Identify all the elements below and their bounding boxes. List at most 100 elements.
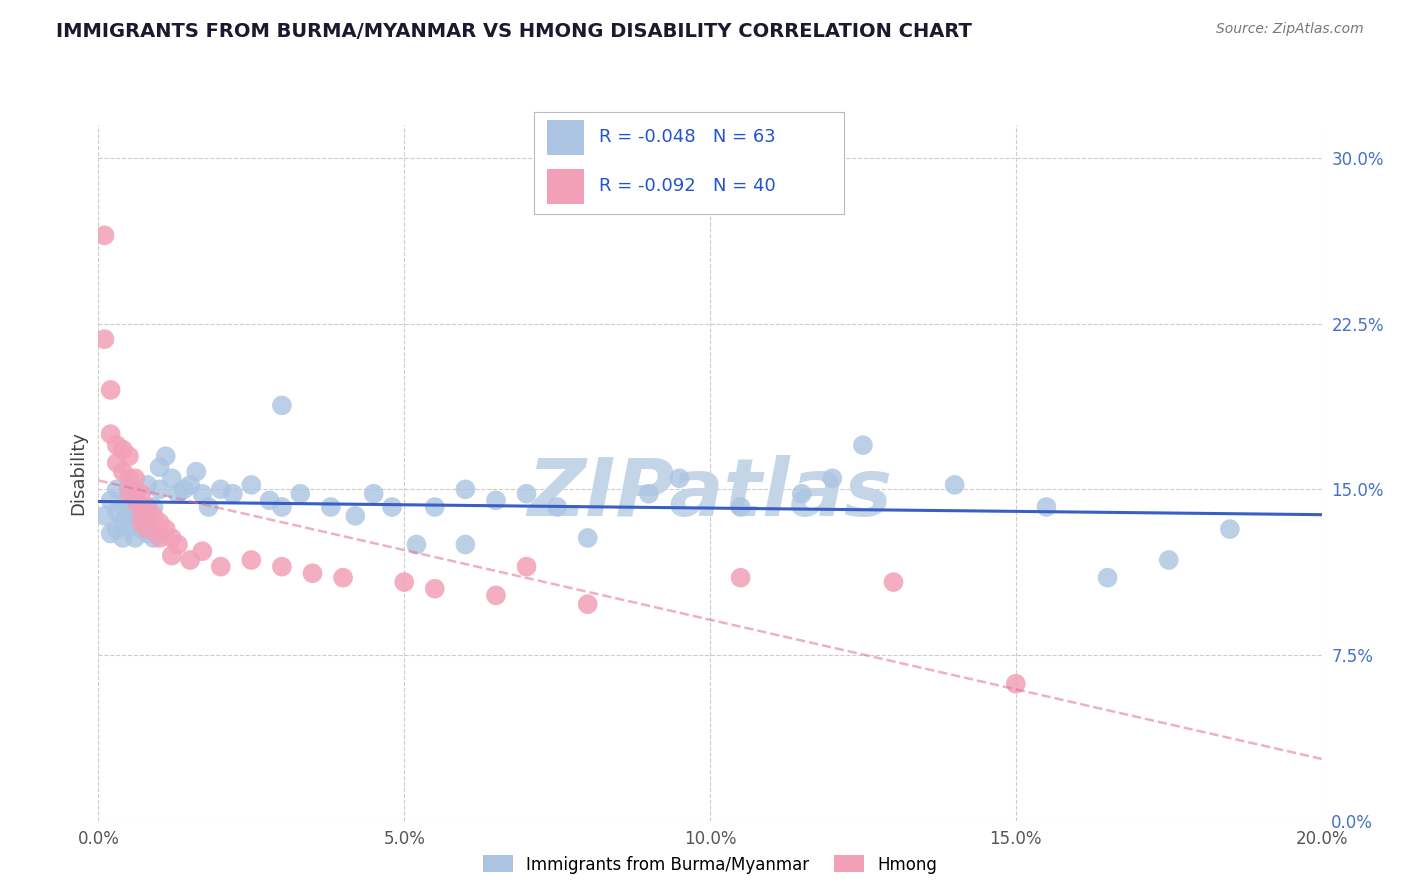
Point <box>270 500 292 514</box>
Point <box>118 449 141 463</box>
Point <box>100 493 122 508</box>
Point <box>149 516 172 530</box>
Point <box>155 449 177 463</box>
Point <box>392 575 416 590</box>
Point <box>576 597 599 611</box>
Point <box>240 553 263 567</box>
Point <box>118 471 141 485</box>
Point <box>105 483 128 497</box>
Point <box>136 500 159 514</box>
Point <box>136 526 159 541</box>
Point <box>1157 553 1180 567</box>
Text: IMMIGRANTS FROM BURMA/MYANMAR VS HMONG DISABILITY CORRELATION CHART: IMMIGRANTS FROM BURMA/MYANMAR VS HMONG D… <box>56 22 972 41</box>
Point <box>93 508 115 523</box>
Point <box>136 478 159 492</box>
Point <box>93 332 115 346</box>
Point <box>105 456 128 470</box>
Point <box>155 522 177 536</box>
Point <box>100 427 122 442</box>
Point <box>149 483 172 497</box>
Point <box>270 559 292 574</box>
Point <box>160 549 183 563</box>
Point <box>129 516 152 530</box>
Point <box>124 471 146 485</box>
Point <box>423 500 446 514</box>
Point <box>546 500 568 514</box>
Point <box>111 531 134 545</box>
Point <box>124 487 146 501</box>
Point <box>319 500 342 514</box>
Point <box>136 504 159 518</box>
Point <box>301 566 323 581</box>
Point <box>730 571 752 585</box>
Point <box>240 478 263 492</box>
Point <box>111 500 134 514</box>
Point <box>209 559 232 574</box>
Point <box>93 228 115 243</box>
Point <box>381 500 404 514</box>
FancyBboxPatch shape <box>547 169 583 204</box>
Point <box>197 500 219 514</box>
Point <box>136 522 159 536</box>
Point <box>454 483 477 497</box>
Point <box>576 531 599 545</box>
Point <box>118 487 141 501</box>
Point <box>290 487 312 501</box>
Point <box>883 575 905 590</box>
Point <box>637 487 661 501</box>
Text: ZIPatlas: ZIPatlas <box>527 455 893 533</box>
Point <box>179 553 201 567</box>
Point <box>160 471 183 485</box>
Point <box>129 504 152 518</box>
Point <box>790 487 813 501</box>
Point <box>111 465 134 479</box>
Text: R = -0.092   N = 40: R = -0.092 N = 40 <box>599 178 776 195</box>
Point <box>1097 571 1119 585</box>
Point <box>454 537 477 551</box>
Point <box>344 508 367 523</box>
Legend: Immigrants from Burma/Myanmar, Hmong: Immigrants from Burma/Myanmar, Hmong <box>474 847 946 882</box>
Point <box>222 487 245 501</box>
Point <box>105 522 128 536</box>
Point <box>167 487 190 501</box>
Point <box>100 526 122 541</box>
Point <box>124 493 146 508</box>
Point <box>179 478 201 492</box>
Point <box>423 582 446 596</box>
Point <box>167 537 190 551</box>
Point <box>332 571 354 585</box>
Point <box>129 487 152 501</box>
Point <box>1004 676 1026 690</box>
Point <box>111 516 134 530</box>
Point <box>129 522 152 536</box>
Point <box>363 487 385 501</box>
Point <box>485 588 508 602</box>
Point <box>516 487 538 501</box>
Point <box>1219 522 1241 536</box>
Point <box>173 483 195 497</box>
Point <box>118 520 141 534</box>
Point <box>100 383 122 397</box>
Point <box>730 500 752 514</box>
Point <box>118 483 141 497</box>
Point <box>149 531 172 545</box>
Point <box>186 465 208 479</box>
Point <box>142 531 165 545</box>
Point <box>516 559 538 574</box>
Text: R = -0.048   N = 63: R = -0.048 N = 63 <box>599 128 776 146</box>
Point <box>821 471 844 485</box>
Point <box>405 537 427 551</box>
Point <box>142 500 165 514</box>
Point <box>943 478 966 492</box>
Point <box>191 544 214 558</box>
Point <box>124 531 146 545</box>
Point <box>111 442 134 457</box>
Point <box>149 460 172 475</box>
Point <box>485 493 508 508</box>
Point <box>105 438 128 452</box>
Point <box>105 504 128 518</box>
Point <box>209 483 232 497</box>
Y-axis label: Disability: Disability <box>69 431 87 515</box>
Point <box>124 508 146 523</box>
Point <box>259 493 281 508</box>
